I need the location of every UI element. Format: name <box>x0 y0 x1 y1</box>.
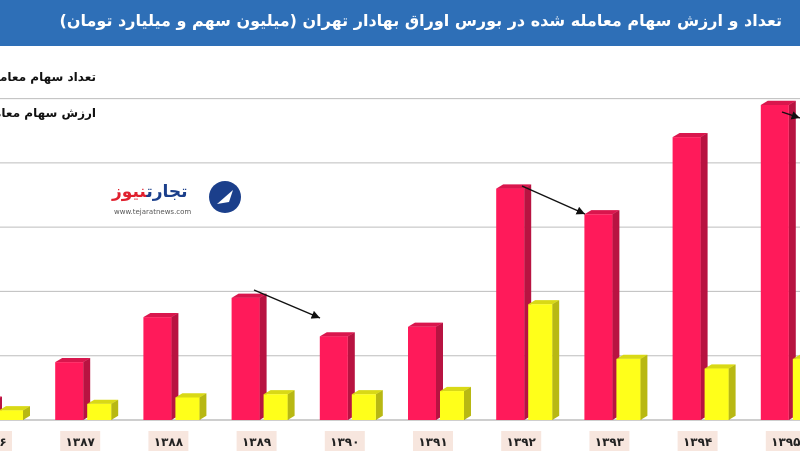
tick-label-1: ۱۳۸۷ <box>66 435 96 449</box>
bar-count-8-top <box>672 132 708 138</box>
bar-count-1 <box>55 362 84 420</box>
bar-count-2-top <box>143 312 179 318</box>
bar-value-0-top <box>0 406 30 411</box>
bar-count-6 <box>496 188 525 420</box>
bar-count-9-top <box>760 100 796 105</box>
tick-bg-9 <box>765 431 800 451</box>
bar-count-3 <box>231 297 260 420</box>
bar-value-2-top <box>175 393 207 398</box>
bar-count-0-top <box>0 396 2 398</box>
bar-value-6-top <box>528 300 560 305</box>
bar-value-0 <box>0 410 23 420</box>
bar-value-4 <box>351 394 376 420</box>
bar-value-5 <box>440 391 464 420</box>
tick-label-8: ۱۳۹۴ <box>683 435 712 449</box>
bar-count-2 <box>143 317 172 420</box>
tick-label-7: ۱۳۹۳ <box>595 435 625 449</box>
bar-value-5-side <box>464 386 471 420</box>
bar-value-8-side <box>728 364 736 420</box>
tick-bg-5 <box>413 431 453 451</box>
bar-value-7 <box>616 358 641 420</box>
bar-count-4-top <box>319 332 355 337</box>
bar-value-6 <box>528 304 553 420</box>
bar-count-9 <box>760 105 789 420</box>
bar-value-9 <box>792 358 800 420</box>
bar-count-6-top <box>496 184 532 189</box>
bar-value-3-side <box>287 390 295 420</box>
bar-count-4 <box>319 336 348 420</box>
bar-value-7-side <box>640 354 648 420</box>
bar-count-8-side <box>700 132 708 420</box>
bar-count-2-side <box>171 312 179 420</box>
bar-value-1-side <box>111 399 119 420</box>
bar-value-9-top <box>792 354 800 359</box>
chart-title: تعداد و ارزش سهام معامله شده در بورس اور… <box>59 11 782 30</box>
tick-label-2: ۱۳۸۸ <box>154 435 184 449</box>
bar-value-8-top <box>704 364 736 369</box>
bar-count-5-top <box>408 322 443 327</box>
bar-count-1-top <box>55 357 91 363</box>
logo-wordmark: تجارتنیوز <box>112 182 188 202</box>
tick-bg-3 <box>236 431 277 451</box>
logo: تجارتنیوز www.tejaratnews.com <box>108 176 248 224</box>
logo-site: www.tejaratnews.com <box>114 208 192 216</box>
bar-value-1-top <box>87 399 119 404</box>
tick-bg-6 <box>501 431 542 451</box>
bar-value-8 <box>704 368 729 420</box>
tick-label-4: ۱۳۹۰ <box>330 435 359 449</box>
tick-bg-4 <box>324 431 365 451</box>
trend-arrow-3 <box>781 111 800 120</box>
bar-value-3-top <box>263 390 295 395</box>
bar-value-5-top <box>440 386 471 392</box>
bar-count-5 <box>408 326 436 420</box>
tick-bg-0 <box>0 431 12 451</box>
bar-value-6-side <box>552 300 560 420</box>
bar-value-2 <box>175 397 200 420</box>
bar-value-7-top <box>616 354 648 359</box>
tick-label-5: ۱۳۹۱ <box>418 435 447 449</box>
tick-label-6: ۱۳۹۲ <box>507 435 537 449</box>
bar-count-7-top <box>584 210 620 215</box>
bar-value-2-side <box>199 393 207 420</box>
logo-text-part-a: تجارت <box>146 182 188 202</box>
legend-item-value: ارزش سهام معامله <box>0 106 96 120</box>
bar-count-3-top <box>231 293 267 298</box>
tick-label-9: ۱۳۹۵ <box>771 435 800 449</box>
trend-arrow-2 <box>521 185 586 215</box>
tick-label-3: ۱۳۸۹ <box>242 435 272 449</box>
title-bar: تعداد و ارزش سهام معامله شده در بورس اور… <box>0 0 800 46</box>
trend-arrow-1 <box>253 289 321 319</box>
bar-value-0-side <box>23 406 30 420</box>
tick-bg-1 <box>60 431 101 451</box>
bar-value-1 <box>87 403 112 420</box>
tick-bg-8 <box>677 431 718 451</box>
tick-bg-2 <box>148 431 189 451</box>
logo-mark-icon <box>209 181 241 213</box>
bar-count-7 <box>584 214 613 420</box>
bar-count-8 <box>672 137 701 420</box>
bar-value-3 <box>263 394 288 420</box>
bar-value-4-side <box>375 390 383 420</box>
tick-bg-7 <box>589 431 630 451</box>
bar-count-9-side <box>788 100 796 421</box>
legend-item-count: تعداد سهام معامله <box>0 70 96 84</box>
tick-label-0: ۱۳۸۶ <box>0 435 7 449</box>
bar-count-3-side <box>259 293 267 420</box>
bar-value-4-top <box>351 390 383 395</box>
logo-text-part-b: نیوز <box>112 182 147 202</box>
